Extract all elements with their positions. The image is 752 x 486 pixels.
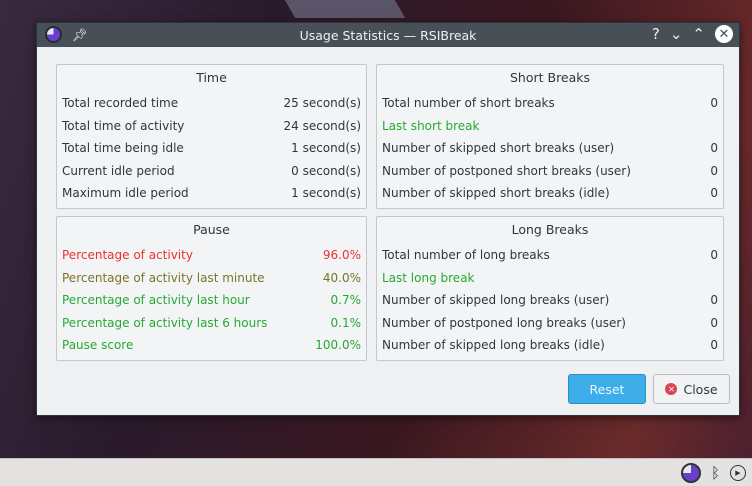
short-stat-row: Number of postponed short breaks (user) 0 [377, 160, 723, 183]
stat-label: Percentage of activity last 6 hours [62, 315, 268, 330]
stat-value: 0 [710, 338, 718, 353]
stat-value: 0 [710, 141, 718, 156]
short-breaks-title: Short Breaks [509, 70, 591, 85]
stat-label: Number of skipped short breaks (user) [382, 141, 615, 156]
stat-label: Total time being idle [62, 141, 184, 156]
stat-value: 40.0% [322, 270, 361, 285]
stat-label: Percentage of activity [62, 248, 193, 263]
pin-icon[interactable]: 📌︎ [72, 26, 88, 42]
help-button[interactable]: ? [651, 25, 660, 43]
time-stat-row: Total time being idle 1 second(s) [57, 137, 366, 160]
media-play-icon[interactable]: ▶ [730, 465, 746, 481]
long-breaks-title: Long Breaks [511, 222, 589, 237]
short-stat-row: Total number of short breaks 0 [377, 92, 723, 115]
stat-value: 0 [710, 96, 718, 111]
stat-value: 0 [710, 315, 718, 330]
stat-label: Total recorded time [62, 96, 179, 111]
stat-label: Number of postponed short breaks (user) [382, 163, 631, 178]
stat-label: Current idle period [62, 163, 175, 178]
short-stat-row: Last short break [377, 115, 723, 138]
stat-value: 0 [710, 293, 718, 308]
time-stat-row: Maximum idle period 1 second(s) [57, 182, 366, 205]
pause-stat-row: Percentage of activity last minute 40.0% [57, 267, 366, 290]
taskbar: ᛒ ▶ [0, 458, 752, 486]
stat-label: Total number of short breaks [382, 96, 555, 111]
stat-value: 0.7% [330, 293, 362, 308]
long-stat-row: Number of postponed long breaks (user) 0 [377, 312, 723, 335]
bluetooth-icon[interactable]: ᛒ [710, 464, 720, 482]
stat-label: Total time of activity [62, 118, 185, 133]
close-button[interactable]: ✕ Close [653, 374, 730, 404]
stat-value: 96.0% [322, 248, 361, 263]
short-breaks-group: Short Breaks Total number of short break… [376, 64, 724, 209]
stat-label: Number of skipped short breaks (idle) [382, 186, 610, 201]
stat-value: 100.0% [315, 338, 361, 353]
stat-label: Last long break [382, 270, 475, 285]
pause-stat-row: Pause score 100.0% [57, 334, 366, 357]
wallpaper-shape [284, 0, 406, 18]
long-breaks-group: Long Breaks Total number of long breaks 0… [376, 216, 724, 361]
window-title: Usage Statistics — RSIBreak [299, 27, 477, 43]
pause-stat-row: Percentage of activity 96.0% [57, 244, 366, 267]
rsibreak-tray-icon[interactable] [680, 463, 701, 483]
short-stat-row: Number of skipped short breaks (idle) 0 [377, 182, 723, 205]
time-group: Time Total recorded time 25 second(s) Tota… [56, 64, 367, 209]
pause-title: Pause [193, 222, 230, 237]
stat-label: Number of skipped long breaks (idle) [382, 338, 605, 353]
stat-value: 25 second(s) [283, 96, 362, 111]
long-stat-row: Last long break [377, 267, 723, 290]
stat-value: 0 [710, 186, 718, 201]
pause-group: Pause Percentage of activity 96.0% Percent… [56, 216, 367, 361]
stat-label: Number of postponed long breaks (user) [382, 315, 626, 330]
stat-label: Number of skipped long breaks (user) [382, 293, 610, 308]
stat-label: Pause score [62, 338, 134, 353]
close-circle-icon: ✕ [665, 383, 678, 395]
usage-statistics-dialog: 📌︎ Usage Statistics — RSIBreak ? ⌄ ⌃ ✕ T… [36, 22, 740, 416]
stat-value: 24 second(s) [283, 118, 362, 133]
stat-value: 0 second(s) [291, 163, 361, 178]
short-stat-row: Number of skipped short breaks (user) 0 [377, 137, 723, 160]
stat-label: Percentage of activity last minute [62, 270, 265, 285]
stat-value: 0.1% [330, 315, 362, 330]
time-stat-row: Total recorded time 25 second(s) [57, 92, 366, 115]
close-label: Close [683, 381, 718, 397]
time-stat-row: Total time of activity 24 second(s) [57, 115, 366, 138]
stat-label: Last short break [382, 118, 480, 133]
stat-label: Percentage of activity last hour [62, 293, 250, 308]
maximize-button[interactable]: ⌃ [692, 25, 705, 43]
stat-label: Total number of long breaks [382, 248, 550, 263]
time-title: Time [196, 70, 227, 85]
minimize-button[interactable]: ⌄ [669, 25, 683, 43]
stat-value: 1 second(s) [291, 141, 361, 156]
long-stat-row: Number of skipped long breaks (user) 0 [377, 289, 723, 312]
stat-label: Maximum idle period [62, 186, 189, 201]
time-stat-row: Current idle period 0 second(s) [57, 160, 366, 183]
stat-value: 0 [710, 248, 718, 263]
stat-value: 0 [710, 163, 718, 178]
pause-stat-row: Percentage of activity last hour 0.7% [57, 289, 366, 312]
long-stat-row: Number of skipped long breaks (idle) 0 [377, 334, 723, 357]
stat-value: 1 second(s) [291, 186, 361, 201]
pause-stat-row: Percentage of activity last 6 hours 0.1% [57, 312, 366, 335]
rsibreak-app-icon[interactable] [45, 26, 62, 43]
title-bar[interactable]: 📌︎ Usage Statistics — RSIBreak ? ⌄ ⌃ ✕ [37, 23, 739, 47]
reset-button[interactable]: Reset [568, 374, 646, 404]
long-stat-row: Total number of long breaks 0 [377, 244, 723, 267]
window-close-button[interactable]: ✕ [715, 25, 733, 43]
